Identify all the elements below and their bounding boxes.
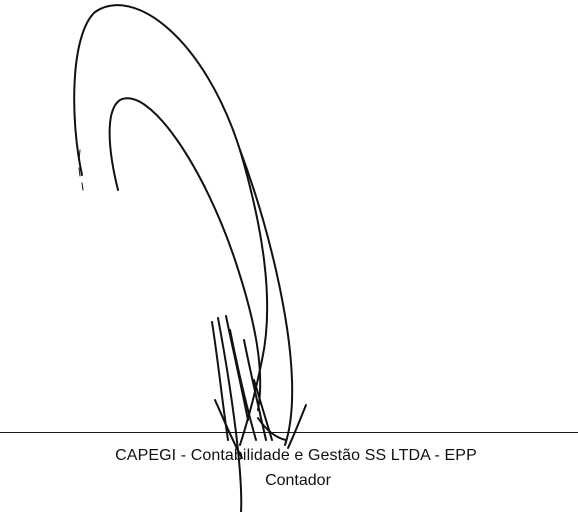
signer-company: CAPEGI - Contabilidade e Gestão SS LTDA …: [115, 447, 477, 464]
signer-role: Contador: [265, 472, 331, 489]
